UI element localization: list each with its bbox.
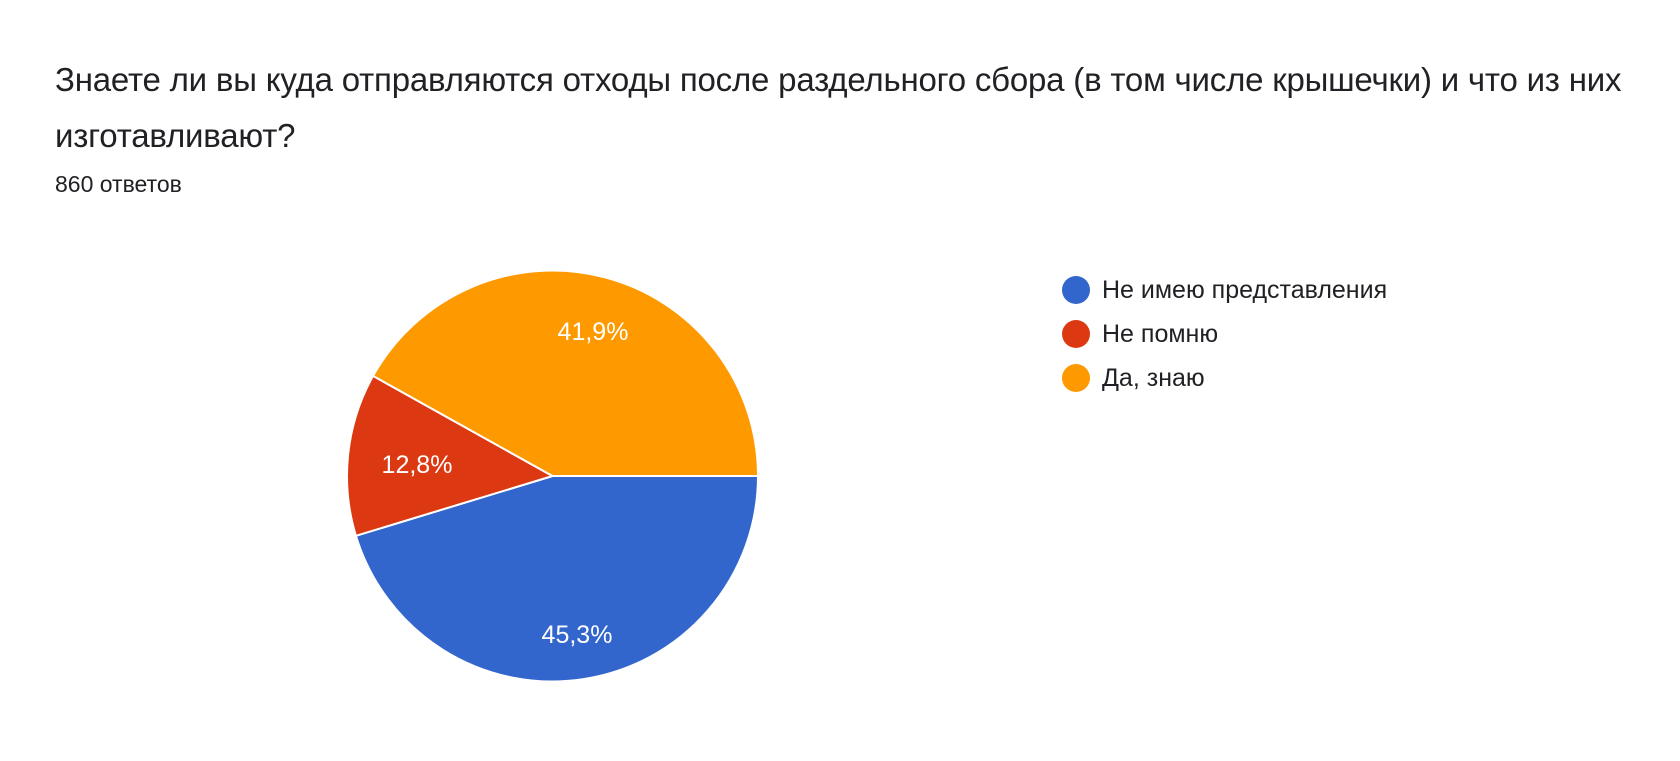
legend-item-yes-know[interactable]: Да, знаю: [1062, 356, 1387, 400]
pie-labels: 45,3% 12,8% 41,9%: [382, 318, 629, 649]
legend-label: Да, знаю: [1102, 363, 1205, 392]
legend-item-dont-remember[interactable]: Не помню: [1062, 312, 1387, 356]
pie-slice-1[interactable]: [346, 374, 554, 537]
legend-dot-icon: [1062, 276, 1090, 304]
legend-item-no-idea[interactable]: Не имею представления: [1062, 268, 1387, 312]
legend-label: Не имею представления: [1102, 275, 1388, 304]
legend-dot-icon: [1062, 320, 1090, 348]
slice-label-0: 45,3%: [542, 621, 613, 649]
pie-slice-2[interactable]: [372, 269, 759, 477]
legend-label: Не помню: [1102, 319, 1219, 348]
slice-label-1: 12,8%: [382, 451, 453, 479]
legend-dot-icon: [1062, 364, 1090, 392]
pie-slices: [346, 269, 759, 683]
response-count: 860 ответов: [55, 171, 182, 197]
chart-legend: Не имею представления Не помню Да, знаю: [1062, 268, 1387, 400]
question-title: Знаете ли вы куда отправляются отходы по…: [55, 61, 1622, 154]
slice-label-2: 41,9%: [558, 318, 629, 346]
pie-slice-0[interactable]: [354, 475, 759, 683]
